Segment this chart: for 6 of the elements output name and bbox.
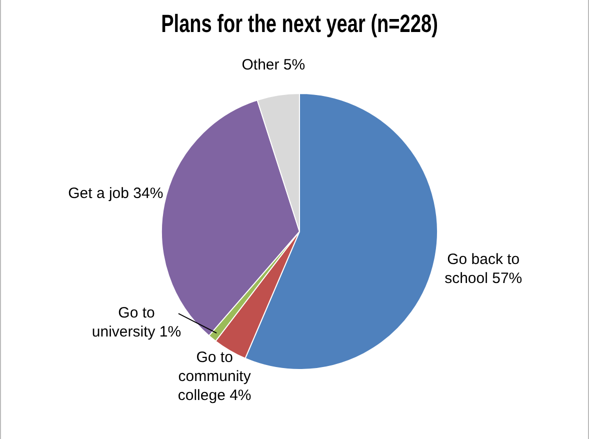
slice-label: Other 5% — [242, 56, 306, 74]
slice-label: Go to university 1% — [92, 304, 182, 341]
chart-title: Plans for the next year (n=228) — [161, 9, 438, 38]
slice-label: Get a job 34% — [68, 184, 164, 202]
slice-label: Go back to school 57% — [444, 250, 522, 287]
slice-label: Go to community college 4% — [178, 349, 252, 404]
